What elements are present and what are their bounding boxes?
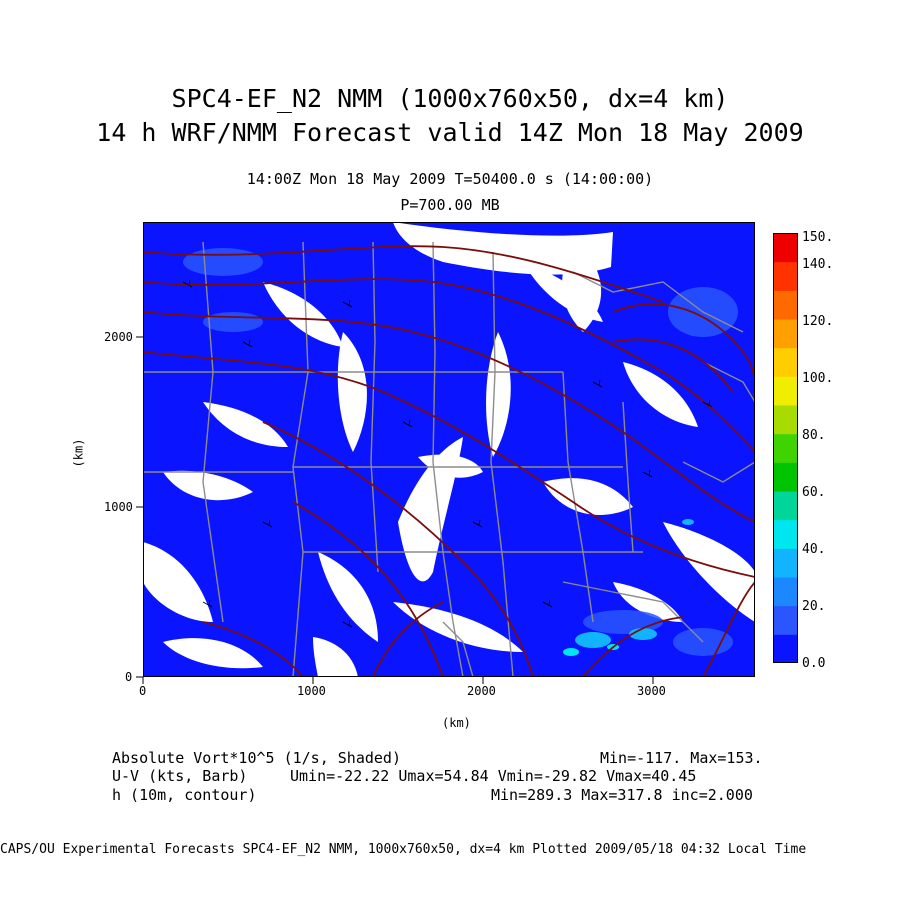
colorbar-swatch: [773, 491, 798, 521]
map-frame: [143, 222, 755, 677]
plot-title-line2: 14 h WRF/NMM Forecast valid 14Z Mon 18 M…: [96, 118, 804, 147]
height-variable-label: h (10m, contour): [112, 786, 257, 804]
axis-ticks: [136, 336, 654, 684]
colorbar-swatch: [773, 433, 798, 463]
colorbar-label: 60.: [802, 485, 826, 500]
y-tick-label: 2000: [104, 330, 133, 344]
vorticity-stats: Min=-117. Max=153.: [600, 749, 763, 767]
wind-stats: Umin=-22.22 Umax=54.84 Vmin=-29.82 Vmax=…: [290, 767, 697, 785]
vorticity-variable-label: Absolute Vort*10^5 (1/s, Shaded): [112, 749, 401, 767]
high-vorticity-patches: [575, 519, 694, 648]
colorbar-label: 100.: [802, 371, 834, 386]
colorbar-swatch: [773, 261, 798, 291]
state-boundaries: [143, 241, 755, 677]
height-contours: [143, 245, 755, 677]
colorbar-frame: [773, 233, 798, 663]
colorbar-swatch: [773, 347, 798, 377]
wind-variable-label: U-V (kts, Barb): [112, 767, 248, 785]
colorbar-label: 80.: [802, 428, 826, 443]
wind-barbs: [182, 279, 713, 628]
colorbar-swatch: [773, 548, 798, 578]
y-axis-label: (km): [71, 438, 86, 468]
colorbar-swatch: [773, 577, 798, 607]
colorbar-swatch: [773, 376, 798, 406]
height-stats: Min=289.3 Max=317.8 inc=2.000: [491, 786, 753, 804]
y-tick-label: 1000: [104, 500, 133, 514]
colorbar-label: 0.0: [802, 656, 826, 671]
pressure-level-label: P=700.00 MB: [400, 196, 500, 214]
forecast-map: [143, 222, 755, 677]
y-tick-label: 0: [125, 670, 133, 684]
colorbar-swatch: [773, 319, 798, 349]
colorbar-swatch: [773, 605, 798, 635]
colorbar-label: 20.: [802, 599, 826, 614]
plot-title-line1: SPC4-EF_N2 NMM (1000x760x50, dx=4 km): [171, 84, 729, 113]
colorbar-swatch: [773, 290, 798, 320]
colorbar-swatch: [773, 634, 798, 663]
colorbar-label: 40.: [802, 542, 826, 557]
x-tick-label: 0: [139, 684, 147, 698]
footer-credit: CAPS/OU Experimental Forecasts SPC4-EF_N…: [0, 842, 807, 857]
colorbar-swatch: [773, 233, 798, 263]
colorbar-label: 150.: [802, 230, 834, 245]
colorbar: [773, 233, 798, 663]
colorbar-swatch: [773, 405, 798, 435]
colorbar-swatch: [773, 519, 798, 549]
x-axis-label: (km): [442, 716, 471, 730]
colorbar-label: 120.: [802, 314, 834, 329]
colorbar-swatch: [773, 462, 798, 492]
valid-time-label: 14:00Z Mon 18 May 2009 T=50400.0 s (14:0…: [246, 170, 654, 188]
x-tick-label: 2000: [467, 684, 496, 698]
colorbar-label: 140.: [802, 257, 834, 272]
x-tick-label: 1000: [297, 684, 326, 698]
x-tick-label: 3000: [637, 684, 666, 698]
